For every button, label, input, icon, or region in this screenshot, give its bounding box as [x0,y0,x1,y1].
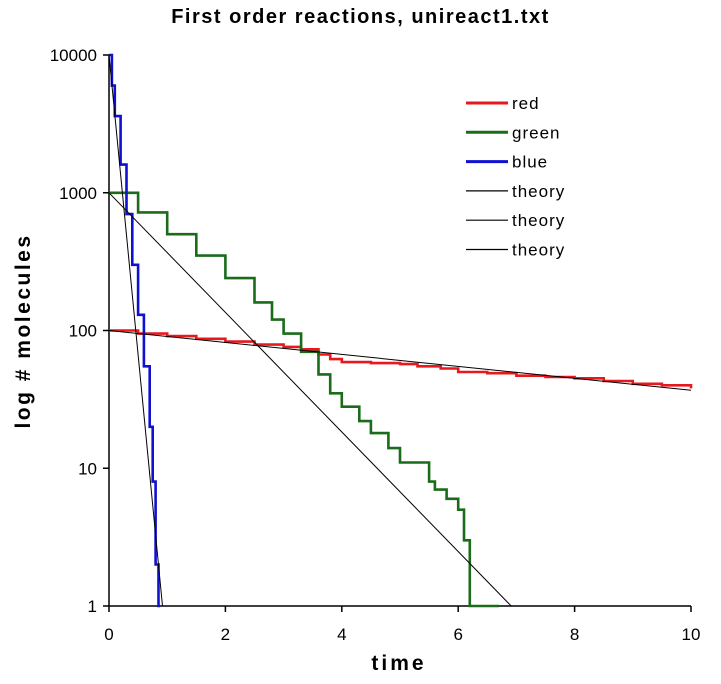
legend-label-theory: theory [512,211,565,230]
series-layer [108,53,693,608]
x-tick-label: 2 [221,625,230,644]
x-tick-label: 10 [682,625,701,644]
legend-label-blue: blue [512,153,548,172]
x-tick-label: 8 [570,625,579,644]
x-axis-label: time [371,652,426,675]
y-tick-label: 100 [69,322,97,341]
legend-label-theory: theory [512,182,565,201]
x-tick-label: 4 [337,625,346,644]
legend: red green blue theory theory theory [466,94,565,260]
x-tick-label: 6 [453,625,462,644]
y-tick-label: 1 [88,597,97,616]
series-line-theory [108,54,163,607]
x-tick-label: 0 [104,625,113,644]
legend-label-theory: theory [512,241,565,260]
series-line-green [109,191,499,608]
y-tick-label: 1000 [59,184,97,203]
legend-label-red: red [512,94,540,113]
y-tick-label: 10 [78,459,97,478]
axes: 0 2 4 6 8 10 1 10 100 1000 10000 [50,46,701,644]
series-line-red [109,329,693,389]
series-line-theory [108,192,512,607]
y-axis-label: log # molecules [12,233,35,428]
y-tick-label: 10000 [50,46,97,65]
series-line-theory [108,330,692,391]
chart-title: First order reactions, unireact1.txt [171,6,550,28]
legend-label-green: green [512,123,560,142]
